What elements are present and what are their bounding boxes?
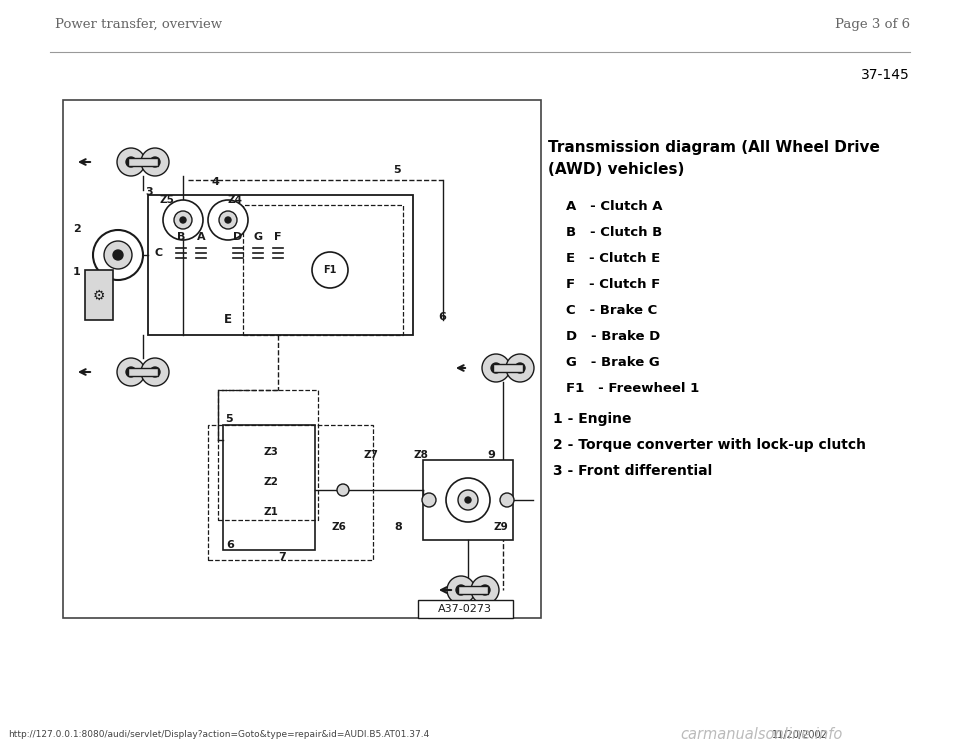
Bar	[128, 158, 158, 166]
Text: A37-0273: A37-0273	[438, 604, 492, 614]
Bar	[148, 195, 413, 335]
Bar	[423, 460, 513, 540]
Bar	[458, 586, 488, 594]
Text: 8: 8	[395, 522, 402, 532]
Circle shape	[456, 585, 466, 595]
Text: Z8: Z8	[414, 450, 428, 460]
Text: F   - Clutch F: F - Clutch F	[566, 278, 660, 291]
Bar	[223, 425, 315, 550]
Text: 3 - Front differential: 3 - Front differential	[553, 464, 712, 478]
Text: Transmission diagram (All Wheel Drive: Transmission diagram (All Wheel Drive	[548, 140, 880, 155]
Bar	[218, 390, 318, 520]
Circle shape	[113, 250, 123, 260]
Text: http://127.0.0.1:8080/audi/servlet/Display?action=Goto&type=repair&id=AUDI.B5.AT: http://127.0.0.1:8080/audi/servlet/Displ…	[8, 730, 429, 739]
Circle shape	[208, 200, 248, 240]
Circle shape	[174, 211, 192, 229]
Text: 5: 5	[393, 165, 400, 175]
Bar	[493, 364, 523, 372]
Text: 37-145: 37-145	[861, 68, 910, 82]
Circle shape	[219, 211, 237, 229]
Circle shape	[141, 358, 169, 386]
Circle shape	[180, 217, 186, 223]
Circle shape	[126, 157, 136, 167]
Text: 1: 1	[73, 267, 81, 277]
Circle shape	[458, 490, 478, 510]
Text: Z3: Z3	[264, 447, 278, 457]
Text: F1   - Freewheel 1: F1 - Freewheel 1	[566, 382, 699, 395]
Text: 2: 2	[73, 224, 81, 234]
Text: F: F	[275, 232, 281, 242]
Circle shape	[506, 354, 534, 382]
Text: Z5: Z5	[160, 195, 175, 205]
Circle shape	[446, 478, 490, 522]
Bar	[243, 205, 403, 335]
Bar	[128, 368, 158, 376]
Circle shape	[515, 363, 525, 373]
Text: 1 - Engine: 1 - Engine	[553, 412, 632, 426]
Circle shape	[104, 241, 132, 269]
Circle shape	[150, 367, 160, 377]
Text: 6: 6	[438, 312, 445, 322]
Text: carmanualsonline.info: carmanualsonline.info	[680, 727, 842, 742]
Text: G   - Brake G: G - Brake G	[566, 356, 660, 369]
Circle shape	[337, 484, 349, 496]
Text: Z1: Z1	[264, 507, 278, 517]
Text: D: D	[233, 232, 243, 242]
Text: Z4: Z4	[228, 195, 243, 205]
Text: G: G	[253, 232, 263, 242]
Circle shape	[225, 217, 231, 223]
Text: 5: 5	[225, 414, 232, 424]
Bar	[418, 600, 513, 618]
Text: Z6: Z6	[331, 522, 347, 532]
Circle shape	[480, 585, 490, 595]
Text: 2 - Torque converter with lock-up clutch: 2 - Torque converter with lock-up clutch	[553, 438, 866, 452]
Circle shape	[150, 157, 160, 167]
Text: 4: 4	[211, 177, 219, 187]
Circle shape	[465, 497, 471, 503]
Text: 11/20/2002: 11/20/2002	[772, 730, 828, 740]
Text: (AWD) vehicles): (AWD) vehicles)	[548, 162, 684, 177]
Bar	[208, 425, 373, 560]
Text: Power transfer, overview: Power transfer, overview	[55, 18, 222, 31]
Circle shape	[117, 148, 145, 176]
Text: 3: 3	[145, 187, 153, 197]
Text: Z7: Z7	[364, 450, 378, 460]
Text: F1: F1	[324, 265, 337, 275]
Circle shape	[482, 354, 510, 382]
Circle shape	[163, 200, 203, 240]
Circle shape	[312, 252, 348, 288]
Circle shape	[447, 576, 475, 604]
Text: B   - Clutch B: B - Clutch B	[566, 226, 662, 239]
Text: A   - Clutch A: A - Clutch A	[566, 200, 662, 213]
Text: B: B	[177, 232, 185, 242]
Text: D   - Brake D: D - Brake D	[566, 330, 660, 343]
Circle shape	[117, 358, 145, 386]
Text: Page 3 of 6: Page 3 of 6	[835, 18, 910, 31]
Text: ⚙: ⚙	[93, 289, 106, 303]
Circle shape	[422, 493, 436, 507]
Text: E   - Clutch E: E - Clutch E	[566, 252, 660, 265]
Text: Z9: Z9	[493, 522, 509, 532]
Bar	[85, 270, 113, 320]
Text: 9: 9	[487, 450, 495, 460]
Bar	[63, 100, 541, 618]
Text: E: E	[224, 313, 232, 326]
Text: Z2: Z2	[264, 477, 278, 487]
Circle shape	[141, 148, 169, 176]
Circle shape	[491, 363, 501, 373]
Text: C   - Brake C: C - Brake C	[566, 304, 658, 317]
Text: 7: 7	[278, 552, 286, 562]
Text: 6: 6	[226, 540, 234, 550]
Circle shape	[500, 493, 514, 507]
Text: A: A	[197, 232, 205, 242]
Circle shape	[126, 367, 136, 377]
Circle shape	[471, 576, 499, 604]
Circle shape	[93, 230, 143, 280]
Text: C: C	[155, 248, 163, 258]
